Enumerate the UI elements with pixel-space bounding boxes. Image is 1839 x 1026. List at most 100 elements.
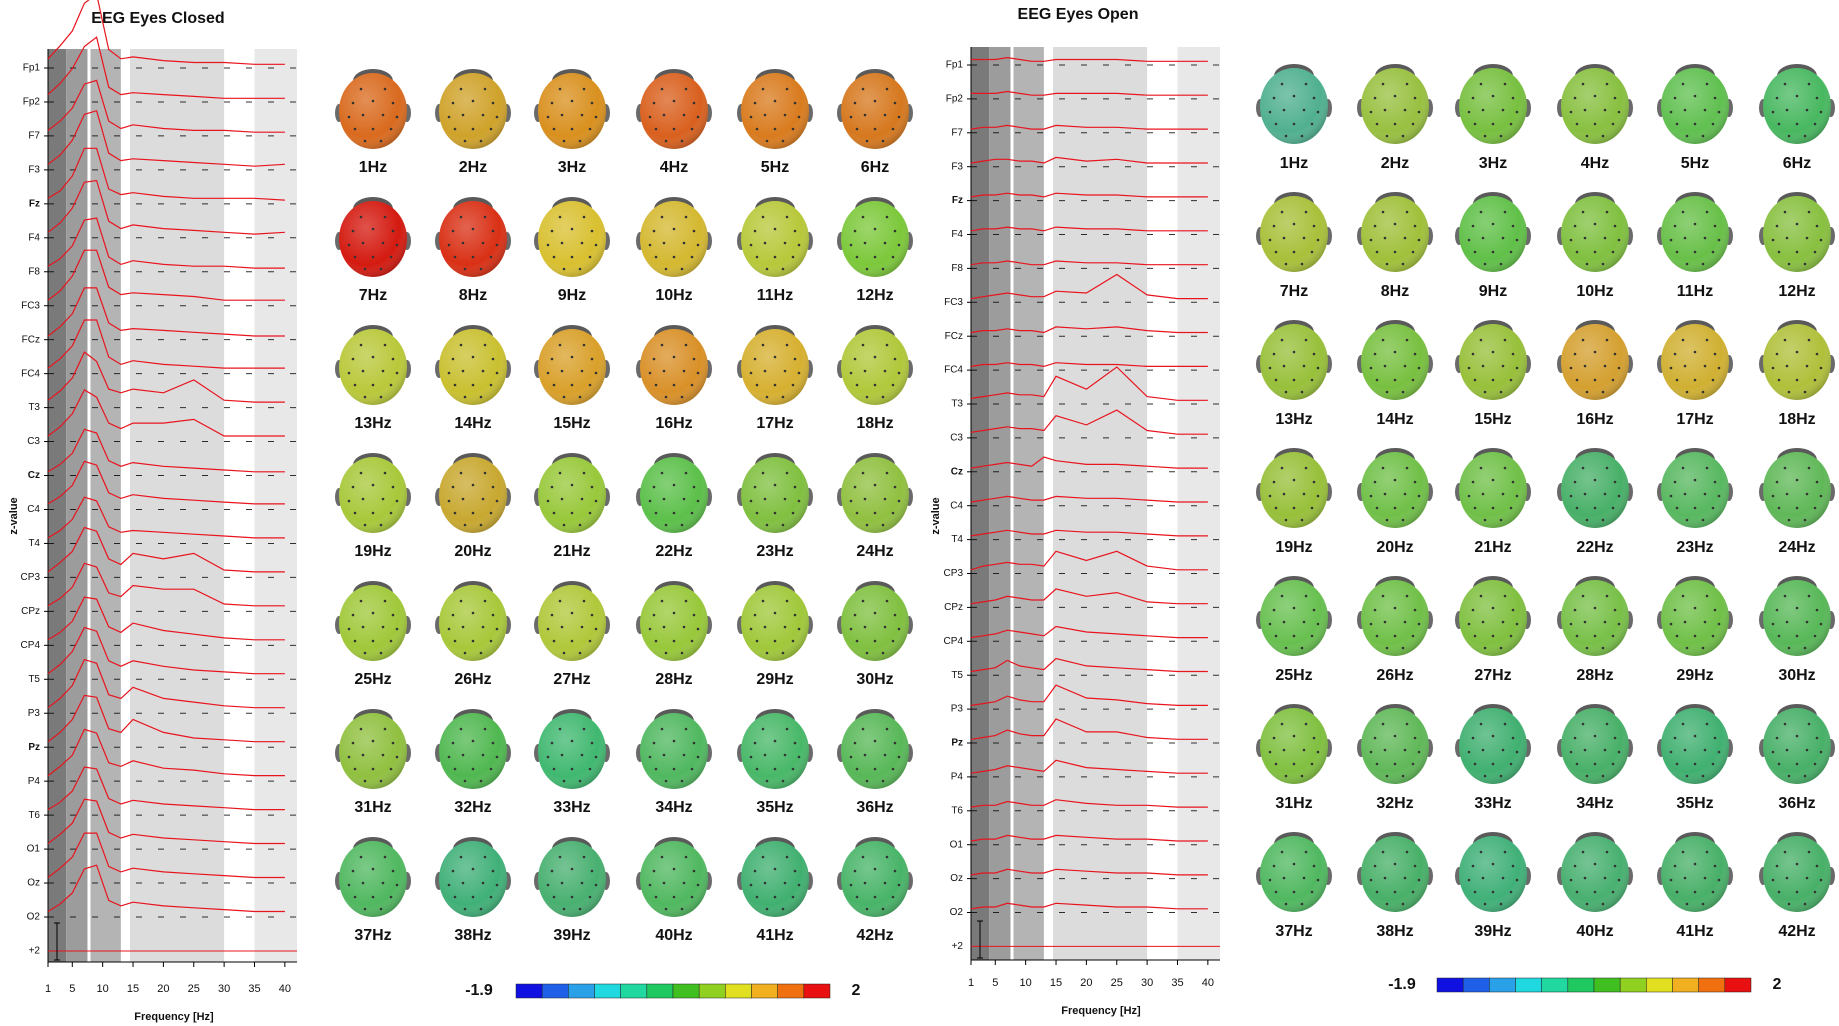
electrode [1394, 379, 1397, 382]
electrode [874, 612, 877, 615]
electrode [1684, 621, 1687, 624]
x-tick-label: 35 [1171, 977, 1183, 989]
electrode [561, 882, 564, 885]
electrode [448, 756, 451, 759]
electrode [589, 640, 592, 643]
electrode [1382, 467, 1385, 470]
electrode [362, 242, 365, 245]
head-shade [1661, 68, 1729, 144]
electrode [362, 626, 365, 629]
electrode [1500, 135, 1503, 138]
electrode [784, 754, 787, 757]
electrode [1570, 239, 1573, 242]
electrode [589, 896, 592, 899]
electrode [372, 896, 375, 899]
electrode [754, 486, 757, 489]
electrode [1776, 609, 1779, 612]
electrode [372, 512, 375, 515]
electrode [1706, 851, 1709, 854]
electrode [1686, 647, 1689, 650]
electrode [1796, 123, 1799, 126]
electrode [1384, 877, 1387, 880]
electrode [1394, 95, 1397, 98]
topomap [1657, 576, 1733, 656]
electrode [482, 882, 485, 885]
electrode [1502, 237, 1505, 240]
electrode [1674, 737, 1677, 740]
electrode [1676, 251, 1679, 254]
electrode [595, 244, 598, 247]
electrode [894, 870, 897, 873]
channel-label: F3 [28, 165, 40, 176]
electrode [1594, 635, 1597, 638]
electrode [462, 626, 465, 629]
electrode [649, 884, 652, 887]
electrode [1468, 751, 1471, 754]
x-tick-label: 30 [1141, 977, 1153, 989]
electrode [1516, 239, 1519, 242]
topomap-label: 26Hz [454, 671, 491, 688]
electrode [898, 116, 901, 119]
electrode [854, 230, 857, 233]
electrode [681, 268, 684, 271]
head-shade [1260, 196, 1328, 272]
channel-label: P4 [951, 772, 964, 783]
electrode [1394, 479, 1397, 482]
electrode [1682, 723, 1685, 726]
electrode [1394, 763, 1397, 766]
electrode [1604, 237, 1607, 240]
electrode [1712, 379, 1715, 382]
electrode [1570, 751, 1573, 754]
colorbar-segment [778, 984, 804, 998]
electrode [448, 628, 451, 631]
electrode [480, 268, 483, 271]
electrode [1269, 623, 1272, 626]
electrode [1512, 609, 1515, 612]
electrode [380, 652, 383, 655]
topomap-label: 11Hz [1677, 283, 1713, 300]
electrode [1305, 83, 1308, 86]
electrode [1718, 751, 1721, 754]
electrode [362, 882, 365, 885]
x-tick-label: 15 [127, 983, 139, 995]
electrode [756, 640, 759, 643]
channel-label: FC3 [21, 300, 40, 311]
topomap [1557, 576, 1633, 656]
electrode [392, 742, 395, 745]
electrode [1281, 211, 1284, 214]
topomap [1455, 832, 1531, 912]
electrode [1374, 353, 1377, 356]
electrode [1472, 225, 1475, 228]
electrode [583, 728, 586, 731]
electrode [1482, 365, 1485, 368]
electrode [884, 754, 887, 757]
electrode [472, 228, 475, 231]
electrode [561, 626, 564, 629]
electrode [693, 870, 696, 873]
electrode [1714, 97, 1717, 100]
electrode [1269, 239, 1272, 242]
electrode [595, 372, 598, 375]
electrode [1674, 97, 1677, 100]
electrode [798, 500, 801, 503]
channel-label: Cz [28, 470, 40, 481]
topomap-label: 7Hz [359, 287, 387, 304]
electrode [663, 370, 666, 373]
topomap [335, 581, 411, 661]
electrode [673, 356, 676, 359]
electrode [683, 754, 686, 757]
topomap [1455, 64, 1531, 144]
electrode [579, 268, 582, 271]
electrode [1512, 737, 1515, 740]
topomap [837, 581, 913, 661]
electrode [364, 140, 367, 143]
electrode [559, 344, 562, 347]
head-shade [1763, 68, 1831, 144]
electrode [1275, 763, 1278, 766]
electrode [1269, 111, 1272, 114]
head-shade [1661, 452, 1729, 528]
channel-label: P3 [28, 708, 41, 719]
electrode [1574, 609, 1577, 612]
electrode [1594, 891, 1597, 894]
topomap-label: 13Hz [1275, 411, 1312, 428]
